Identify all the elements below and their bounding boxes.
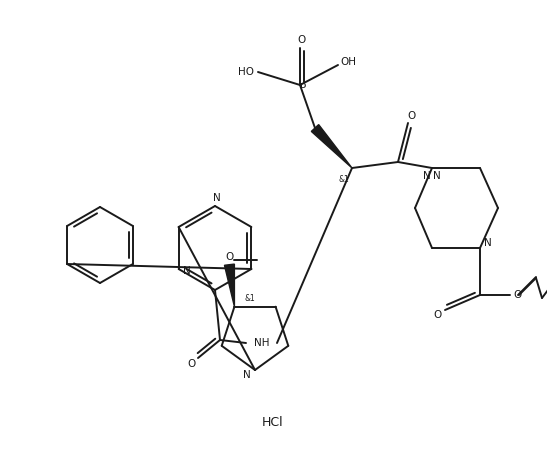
Text: HO: HO (238, 67, 254, 77)
Text: N: N (243, 370, 251, 380)
Text: N: N (423, 171, 431, 181)
Text: NH: NH (254, 338, 270, 348)
Text: O: O (408, 111, 416, 121)
Text: &1: &1 (244, 294, 255, 303)
Text: O: O (187, 359, 195, 369)
Text: OH: OH (340, 57, 356, 67)
Text: O: O (225, 252, 234, 262)
Polygon shape (224, 264, 235, 307)
Text: N: N (213, 193, 221, 203)
Text: N: N (433, 171, 441, 181)
Text: N: N (484, 238, 492, 248)
Text: O: O (513, 290, 521, 300)
Text: N: N (183, 266, 190, 276)
Text: O: O (298, 35, 306, 45)
Text: P: P (300, 83, 306, 93)
Text: HCl: HCl (262, 415, 284, 429)
Polygon shape (311, 124, 352, 168)
Text: O: O (433, 310, 441, 320)
Text: &1: &1 (339, 176, 350, 184)
